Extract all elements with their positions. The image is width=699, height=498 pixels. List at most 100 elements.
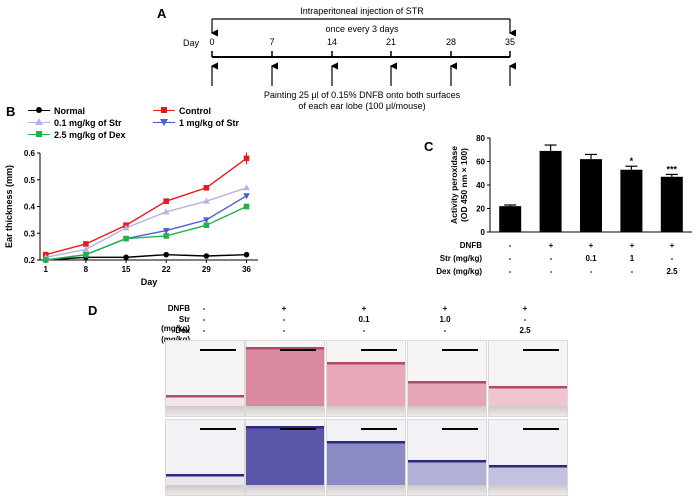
y-tick-label: 40 [476,181,485,190]
timeline-bottom-line2: of each ear lobe (100 μl/mouse) [298,101,426,111]
treatment-cell: + [669,241,675,250]
y-tick-label: 0.3 [24,229,36,238]
treatment-cell: 2.5 [666,267,678,276]
y-tick-label: 20 [476,205,485,214]
scale-bar [523,428,559,430]
ear-thickness-line-chart: 0.2 0.3 0.4 0.5 0.6 1 8 15 22 29 36 Day Ear thicknes… [4,149,258,287]
x-tick-label: 29 [202,265,211,274]
treatment-cell: + [522,304,528,313]
scale-bar [442,428,478,430]
scale-bar [361,349,397,351]
toluidine-blue-section-image [326,419,406,496]
square-marker-icon [161,107,167,113]
panel-b-letter: B [6,104,16,119]
scale-bar [442,349,478,351]
series-line [45,187,247,259]
treatment-cell: - [202,315,206,324]
scale-bar [200,349,236,351]
treatment-row-label: Str (mg/kg) [161,315,190,333]
series-line [45,157,247,256]
data-point [42,257,49,263]
y-tick-label: 0.6 [24,149,36,158]
bar [499,206,522,232]
treatment-cell: - [443,326,447,335]
data-point [163,198,170,204]
data-point [243,203,250,210]
histology-image-grid [0,340,699,498]
timeline-diagram: 0 7 14 21 28 35 [209,18,516,86]
panel-d-letter: D [88,303,98,318]
treatment-cell: + [629,241,635,250]
x-tick-label: 8 [84,265,89,274]
timeline-top-line2: once every 3 days [325,24,399,34]
treatment-cell: - [508,267,512,276]
x-tick-label: 36 [242,265,251,274]
treatment-row-label: Str (mg/kg) [439,254,482,263]
y-tick-label: 0.4 [24,203,36,212]
series-line [45,195,247,261]
timeline-bottom-line1: Painting 25 μl of 0.15% DNFB onto both s… [263,90,461,100]
he-stained-section-image [165,340,245,417]
data-point [203,222,210,229]
data-point [83,251,89,258]
timeline-day-21: 21 [386,37,396,47]
treatment-cell: - [589,267,593,276]
treatment-cell: - [202,304,206,313]
y-axis-label-unit: (OD 450 nm × 100) [459,148,469,222]
data-point [163,251,170,258]
he-stained-section-image [245,340,325,417]
bar [620,169,643,232]
toluidine-blue-section-image [488,419,568,496]
data-point [162,208,170,215]
treatment-cell: 0.1 [358,315,370,324]
treatment-cell: 0.1 [585,254,597,263]
circle-marker-icon [36,107,42,113]
data-point [83,241,89,247]
treatment-row-label: Dex (mg/kg) [161,326,190,344]
data-point [203,217,210,224]
treatment-cell: - [362,326,366,335]
data-point [243,184,250,191]
toluidine-blue-section-image [165,419,245,496]
treatment-cell: - [282,315,286,324]
timeline-top-line1: Intraperitoneal injection of STR [300,6,424,16]
treatment-cell: + [548,241,554,250]
timeline-day-label: Day [183,38,200,48]
treatment-cell: + [588,241,594,250]
treatment-row-label: DNFB [167,304,190,313]
panel-c-letter: C [424,139,434,154]
y-tick-label: 80 [476,134,485,143]
square-marker-icon [36,131,42,137]
treatment-cell: + [361,304,367,313]
y-tick-label: 0.2 [24,256,36,265]
bar [539,150,562,232]
y-tick-label: 0.5 [24,176,36,185]
panel-c-treatment-table: DNFB - + + + + Str (mg/kg) - - 0.1 1 - Dex (mg/kg) - -… [430,241,699,281]
panel-a-letter: A [157,6,167,21]
triangle-up-marker-icon [35,118,43,125]
treatment-cell: + [442,304,448,313]
treatment-cell: - [549,254,553,263]
panel-d-treatment-table: DNFB - + + + + Str (mg/kg) - - 0.1 1.0 - Dex (mg/kg)… [150,304,699,344]
x-tick-label: 1 [44,265,49,274]
treatment-cell: - [282,326,286,335]
y-axis-label: Activity peroxidase [449,146,459,224]
timeline-day-35: 35 [505,37,515,47]
y-tick-label: 60 [476,158,485,167]
treatment-cell: + [281,304,287,313]
data-point [122,224,130,231]
treatment-cell: - [523,315,527,324]
triangle-down-marker-icon [160,119,168,126]
data-point [163,233,170,239]
x-axis-label: Day [141,277,158,287]
series-line [45,253,247,261]
treatment-cell: - [670,254,674,263]
treatment-cell: - [508,241,512,250]
treatment-cell: - [549,267,553,276]
series-line [45,205,247,261]
bar [580,159,602,232]
toluidine-blue-section-image [407,419,487,496]
scale-bar [280,428,316,430]
timeline-ticks [211,51,511,57]
